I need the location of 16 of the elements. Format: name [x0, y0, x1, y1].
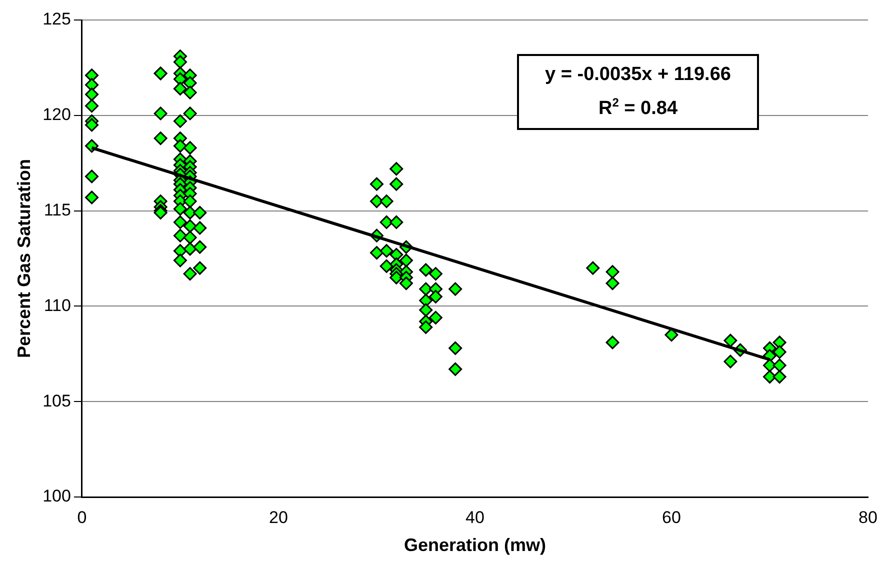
text-box: y = -0.0035x + 119.66 R$^{2}$ = 0.84: [517, 54, 759, 130]
x-tick-label: 80: [858, 508, 878, 527]
y-axis-title: Percent Gas Saturation: [14, 158, 34, 358]
x-tick-label: 20: [269, 508, 288, 527]
x-tick-label: 60: [662, 508, 681, 527]
annotation: y = -0.0035x + 119.66: [544, 63, 732, 87]
y-tick-label: 125: [42, 10, 71, 29]
y-tick-label: 115: [44, 200, 71, 220]
annotation: R$^{2}$ = 0.84: [597, 94, 679, 121]
x-tick-label: 0: [77, 508, 87, 527]
y-tick-label: 100: [42, 486, 71, 506]
x-axis-title: Generation (mw): [404, 535, 546, 556]
y-tick-label: 110: [44, 296, 71, 315]
x-tick-label: 40: [466, 508, 484, 527]
y-tick-label: 105: [42, 391, 71, 410]
y-tick-label: 120: [42, 105, 71, 124]
